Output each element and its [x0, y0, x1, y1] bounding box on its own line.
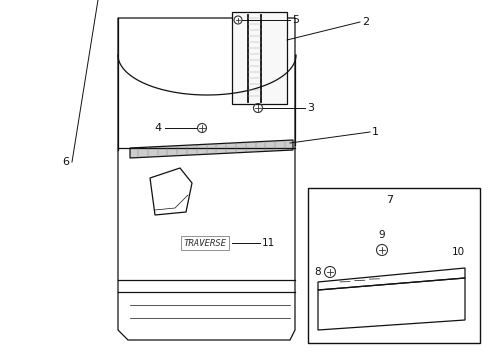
Text: 3: 3 [306, 103, 313, 113]
Text: 2: 2 [361, 17, 368, 27]
Text: 1: 1 [371, 127, 378, 137]
Text: TRAVERSE: TRAVERSE [183, 238, 226, 248]
Text: 9: 9 [378, 230, 385, 240]
Text: 10: 10 [451, 247, 464, 257]
Text: 7: 7 [386, 195, 393, 205]
Bar [231, 12, 286, 104]
Text: 5: 5 [291, 15, 298, 25]
Text: 6: 6 [62, 157, 69, 167]
Bar [307, 188, 479, 343]
Polygon shape [130, 140, 292, 158]
Text: 4: 4 [155, 123, 162, 133]
Text: 8: 8 [314, 267, 321, 277]
Text: 11: 11 [262, 238, 275, 248]
